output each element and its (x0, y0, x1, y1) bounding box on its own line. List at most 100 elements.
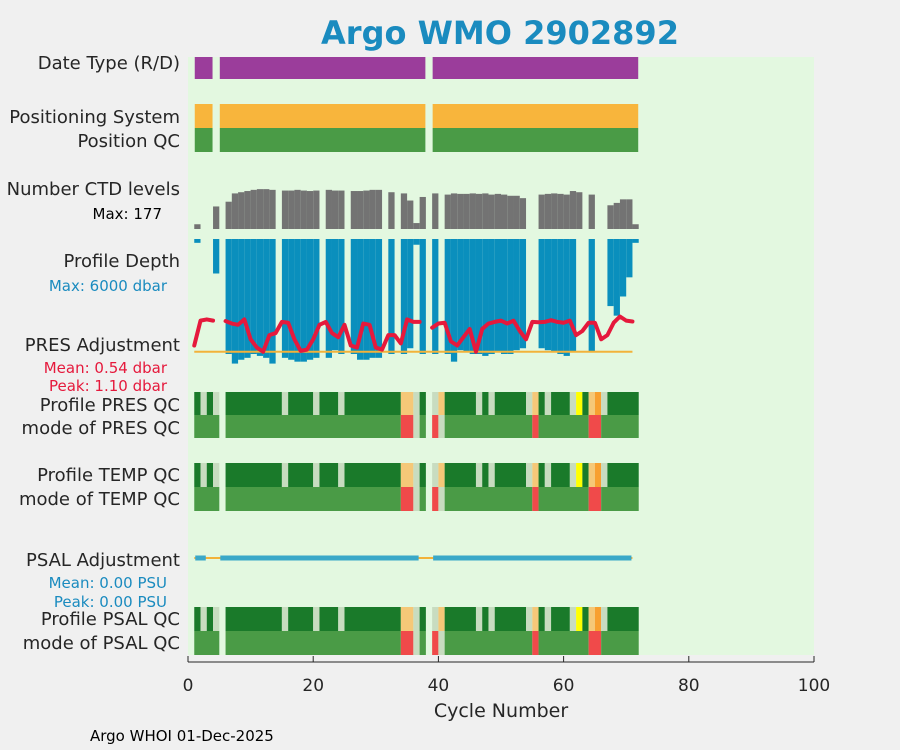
ctd-level-bar (256, 189, 264, 229)
profile-pres-qc-segment (432, 392, 439, 415)
mode-pres-qc-segment (588, 415, 602, 438)
profile-psal-qc-row (194, 607, 639, 631)
mode-pres-qc-segment (532, 415, 539, 438)
profile-temp-qc-segment (225, 463, 282, 487)
profile-temp-qc-segment (576, 463, 583, 487)
mode-temp-qc-segment (538, 487, 589, 511)
profile-depth-bar (457, 239, 464, 351)
profile-pres-qc-row (194, 392, 639, 415)
x-tick-label: 60 (553, 676, 575, 696)
label-ctd-levels: Number CTD levels (7, 179, 180, 200)
profile-depth-bar (375, 239, 383, 358)
profile-pres-qc-segment (551, 392, 570, 415)
mode-temp-qc-segment (601, 487, 639, 511)
profile-temp-qc-segment (475, 463, 483, 487)
position-qc-bar (194, 128, 213, 152)
ctd-level-bar (613, 202, 620, 229)
ctd-level-bar (294, 189, 301, 229)
profile-pres-qc-segment (319, 392, 339, 415)
profile-psal-qc-segment (538, 607, 545, 631)
profile-depth-bar (507, 239, 514, 354)
profile-depth-bar (244, 239, 251, 358)
profile-depth-bar (363, 239, 370, 360)
ctd-level-bar (407, 200, 414, 229)
ctd-level-bar (369, 189, 376, 229)
profile-depth-bar (488, 239, 495, 354)
mode-temp-qc-segment (194, 487, 220, 511)
profile-depth-bar (313, 239, 320, 358)
profile-depth-bar (294, 239, 301, 362)
label-profile-pres-qc: Profile PRES QC (40, 395, 180, 416)
positioning-system-bar (432, 104, 639, 128)
profile-depth-bar (413, 239, 420, 245)
profile-psal-qc-segment (526, 607, 533, 631)
ctd-level-bar (244, 191, 251, 229)
positioning-system-row (194, 104, 639, 128)
profile-depth-bar (619, 239, 627, 297)
profile-pres-qc-segment (601, 392, 608, 415)
profile-depth-bar (482, 239, 489, 356)
mode-temp-qc-segment (419, 487, 426, 511)
position-qc-bar (219, 128, 426, 152)
ctd-level-bar (269, 189, 276, 229)
ctd-level-bar (626, 199, 633, 229)
profile-depth-bar (338, 239, 345, 354)
mode-psal-qc-segment (225, 631, 401, 655)
profile-depth-bar (400, 239, 408, 354)
mode-psal-qc-segment (400, 631, 414, 655)
chart-title: Argo WMO 2902892 (321, 14, 679, 52)
profile-temp-qc-segment (582, 463, 589, 487)
profile-temp-qc-segment (313, 463, 320, 487)
profile-temp-qc-segment (551, 463, 570, 487)
profile-pres-qc-segment (206, 392, 214, 415)
profile-temp-qc-segment (494, 463, 527, 487)
mode-temp-qc-segment (225, 487, 401, 511)
profile-temp-qc-segment (288, 463, 314, 487)
profile-psal-qc-segment (194, 607, 201, 631)
profile-pres-qc-segment (225, 392, 282, 415)
profile-psal-qc-segment (569, 607, 577, 631)
mode-psal-qc-segment (538, 631, 589, 655)
label-positioning-system: Positioning System (9, 107, 180, 128)
profile-psal-qc-segment (200, 607, 207, 631)
ctd-level-bar (519, 198, 527, 229)
profile-depth-bar (325, 239, 332, 358)
ctd-level-bar (501, 194, 508, 229)
profile-psal-qc-segment (413, 607, 420, 631)
profile-psal-qc-segment (588, 607, 595, 631)
ctd-level-bar (475, 193, 483, 229)
ctd-level-bar (538, 194, 545, 229)
label-mode-pres-qc: mode of PRES QC (22, 418, 180, 439)
profile-pres-qc-segment (488, 392, 495, 415)
profile-psal-qc-segment (344, 607, 401, 631)
profile-depth-bar (513, 239, 520, 351)
profile-depth-bar (607, 239, 614, 307)
profile-depth-bars (194, 239, 639, 364)
x-tick-label: 0 (183, 676, 194, 696)
ctd-level-bar (288, 190, 295, 229)
label-profile-temp-qc: Profile TEMP QC (37, 465, 180, 486)
mode-psal-qc-row (194, 631, 639, 655)
ctd-level-bar (619, 199, 627, 229)
profile-depth-bar (444, 239, 451, 354)
profile-temp-qc-segment (200, 463, 207, 487)
profile-temp-qc-segment (344, 463, 401, 487)
profile-psal-qc-segment (594, 607, 602, 631)
profile-psal-qc-segment (288, 607, 314, 631)
profile-temp-qc-segment (594, 463, 602, 487)
label-psal-adjustment: PSAL Adjustment (26, 550, 180, 571)
date-type-bar (432, 57, 639, 79)
position-qc-bar (432, 128, 639, 152)
ctd-level-bar (300, 190, 307, 229)
label-date-type: Date Type (R/D) (38, 53, 180, 74)
ctd-max-stat: Max: 177 (93, 205, 162, 223)
profile-temp-qc-segment (569, 463, 577, 487)
profile-psal-qc-segment (601, 607, 608, 631)
profile-depth-bar (250, 239, 257, 354)
profile-depth-bar (475, 239, 483, 354)
profile-depth-bar (588, 239, 595, 353)
ctd-level-bar (507, 195, 514, 229)
profile-pres-qc-segment (538, 392, 545, 415)
ctd-level-bar (325, 189, 332, 229)
profile-temp-qc-segment (194, 463, 201, 487)
